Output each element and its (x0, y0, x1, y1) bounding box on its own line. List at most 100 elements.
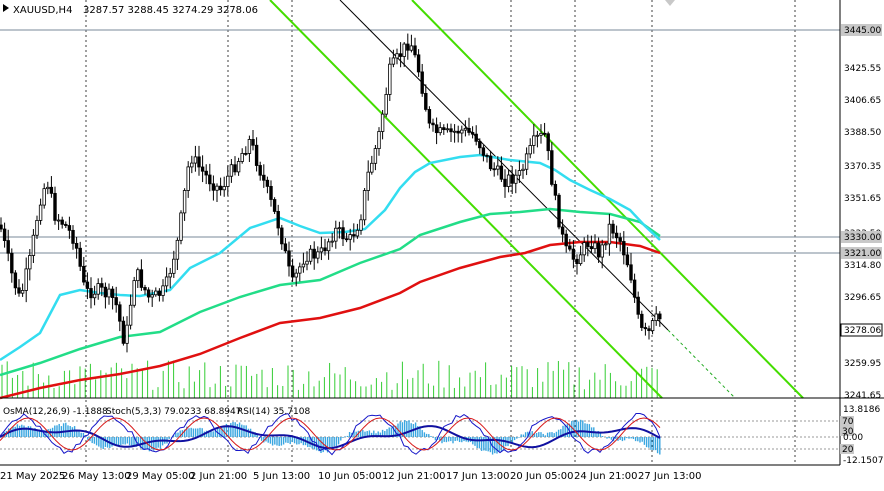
osma-histogram (1, 419, 661, 455)
candle-body (78, 247, 82, 267)
candle-body (402, 43, 406, 57)
time-label: 26 May 13:00 (62, 471, 131, 482)
indicator-scale-label: -12.1507 (843, 456, 883, 466)
candle-body (521, 168, 525, 171)
candle-body (370, 162, 374, 173)
candle-body (539, 132, 543, 136)
time-label: 5 Jun 13:00 (253, 471, 310, 482)
candle-body (276, 211, 280, 229)
candle-body (330, 240, 334, 243)
ema-slow-line (0, 240, 661, 400)
candle-body (121, 320, 126, 344)
indicator-axis: 13.8186 70 30 0.00 20 -12.1507 (840, 405, 883, 466)
shift-marker-icon[interactable] (665, 0, 675, 6)
candle-body (391, 57, 396, 65)
candle-body (636, 296, 640, 315)
candle-body (647, 328, 651, 332)
collapse-arrow-icon[interactable] (3, 4, 9, 12)
candle-body (136, 269, 140, 282)
candle-body (506, 174, 511, 187)
price-label: 3351.65 (844, 194, 881, 204)
candle-body (532, 135, 536, 146)
candle-body (542, 132, 547, 135)
candle-body (442, 127, 446, 131)
candle-body (348, 234, 352, 240)
candle-body (485, 154, 489, 157)
candle-body (643, 327, 648, 330)
candle-body (488, 155, 493, 170)
candle-body (434, 124, 439, 134)
candle-body (499, 165, 504, 180)
candle-body (110, 288, 115, 298)
time-label: 12 Jun 21:00 (382, 471, 446, 482)
candle-body (600, 244, 604, 258)
candle-body (154, 290, 158, 296)
candle-body (229, 164, 234, 177)
candle-body (517, 170, 522, 176)
candle-body (182, 190, 187, 214)
candle-body (427, 109, 432, 124)
candle-body (355, 229, 360, 237)
candle-body (164, 276, 169, 287)
candle-body (226, 175, 230, 187)
candle-body (118, 304, 122, 322)
candle-body (89, 288, 93, 299)
candle-body (359, 219, 363, 231)
candle-body (208, 174, 212, 185)
candle-body (247, 139, 252, 154)
indicator-header: OsMA(12,26,9) -1.1888 Stoch(5,3,3) 79.02… (3, 407, 310, 417)
candle-body (85, 281, 90, 289)
candle-body (568, 245, 572, 250)
candle-body (611, 223, 615, 234)
candle-body (496, 165, 500, 170)
candle-body (200, 166, 205, 172)
candle-body (546, 133, 550, 152)
candle-body (406, 43, 410, 51)
candle-body (31, 234, 36, 256)
candle-body (301, 263, 306, 268)
candle-body (168, 272, 172, 278)
candle-body (20, 290, 25, 294)
candle-body (528, 145, 532, 155)
candle-body (24, 268, 28, 291)
candle-body (17, 287, 21, 294)
indicator-scale-label: 30 (842, 427, 854, 437)
candle-body (377, 131, 381, 149)
candle-body (463, 127, 468, 131)
candle-body (395, 53, 399, 59)
candle-body (2, 228, 7, 241)
candle-body (553, 183, 558, 196)
candle-body (658, 313, 662, 320)
price-label: 3445.00 (844, 26, 881, 36)
time-label: 29 May 05:00 (126, 471, 195, 482)
candle-body (107, 288, 111, 298)
osma-label: OsMA(12,26,9) -1.1888 (3, 407, 108, 417)
candle-body (514, 174, 518, 184)
candle-body (186, 166, 190, 191)
indicator-scale-label: 0.00 (843, 433, 863, 443)
candle-body (38, 204, 43, 221)
ema-fast-line (0, 153, 661, 362)
candle-body (269, 185, 273, 200)
price-label: 3296.65 (844, 293, 881, 303)
candle-body (326, 241, 331, 252)
candle-body (640, 313, 644, 328)
candle-body (211, 183, 216, 191)
time-label: 2 Jun 21:00 (190, 471, 247, 482)
candle-body (622, 241, 626, 256)
candle-body (388, 63, 392, 95)
candle-body (35, 220, 39, 236)
candle-body (618, 237, 622, 242)
candle-body (416, 54, 421, 73)
candle-body (290, 265, 295, 278)
time-label: 24 Jun 21:00 (574, 471, 638, 482)
price-label: 3370.35 (844, 162, 881, 172)
trendline-projection (667, 329, 736, 399)
level-lines (0, 29, 840, 254)
candle-body (337, 227, 342, 230)
candle-body (564, 233, 568, 247)
candle-body (251, 139, 255, 146)
candle-body (204, 170, 208, 176)
price-marker-bg (841, 247, 882, 259)
